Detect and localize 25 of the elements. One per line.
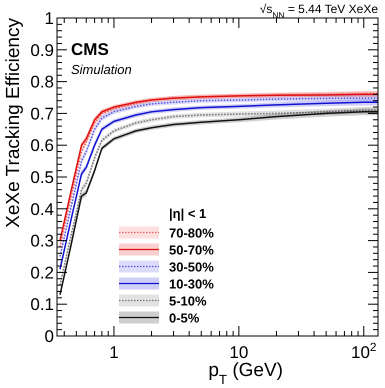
y-tick-label: 0.1 — [30, 295, 54, 314]
y-axis-title: XeXe Tracking Efficiency — [3, 18, 24, 228]
x-tick-label: 10$^{2}$ — [350, 340, 377, 362]
y-tick-label: 0.6 — [30, 136, 54, 156]
legend-label: 70-80% — [169, 226, 214, 240]
x-tick-label: 10 — [229, 343, 248, 362]
y-tick-label: 0.5 — [30, 168, 54, 187]
legend-label: 50-70% — [169, 242, 214, 258]
legend-title: |η| < 1 — [169, 206, 206, 221]
x-tick-label: 1 — [109, 343, 119, 362]
legend-label: 10-30% — [169, 276, 214, 292]
y-tick-label: 0.9 — [30, 40, 54, 60]
y-tick-label: 0.8 — [30, 72, 54, 92]
legend-label: 0-5% — [169, 310, 200, 326]
legend-label: 30-50% — [169, 260, 214, 274]
annotation: CMS — [71, 40, 109, 59]
y-tick-label: 0 — [44, 327, 54, 346]
x-axis-title: p$_{T}$ (GeV) — [208, 360, 283, 386]
y-tick-label: 0.3 — [30, 232, 54, 251]
annotation: Simulation — [71, 62, 132, 77]
y-tick-label: 1 — [44, 9, 54, 28]
y-tick-label: 0.4 — [30, 200, 54, 219]
legend-label: 5-10% — [169, 294, 208, 308]
y-tick-label: 0.7 — [30, 104, 54, 124]
y-tick-label: 0.2 — [30, 263, 54, 282]
